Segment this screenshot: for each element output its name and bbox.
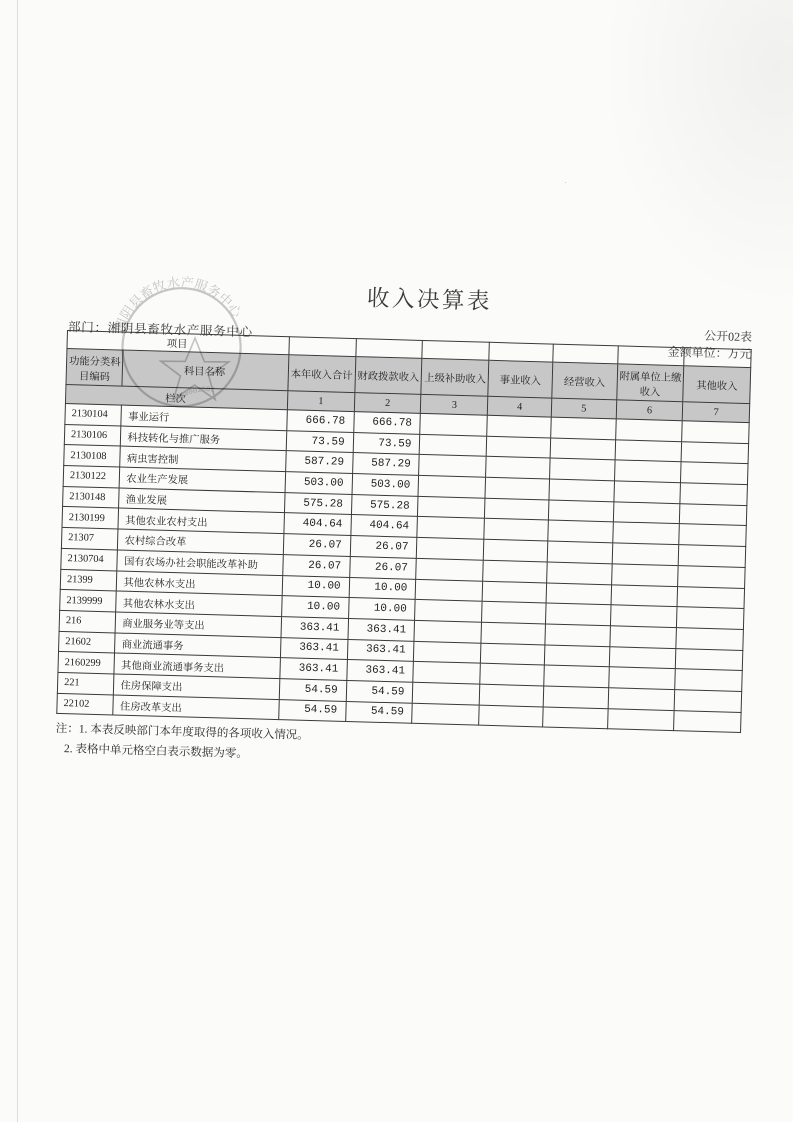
svg-text:湘阴县畜牧水产服务中心: 湘阴县畜牧水产服务中心 [103, 264, 249, 337]
